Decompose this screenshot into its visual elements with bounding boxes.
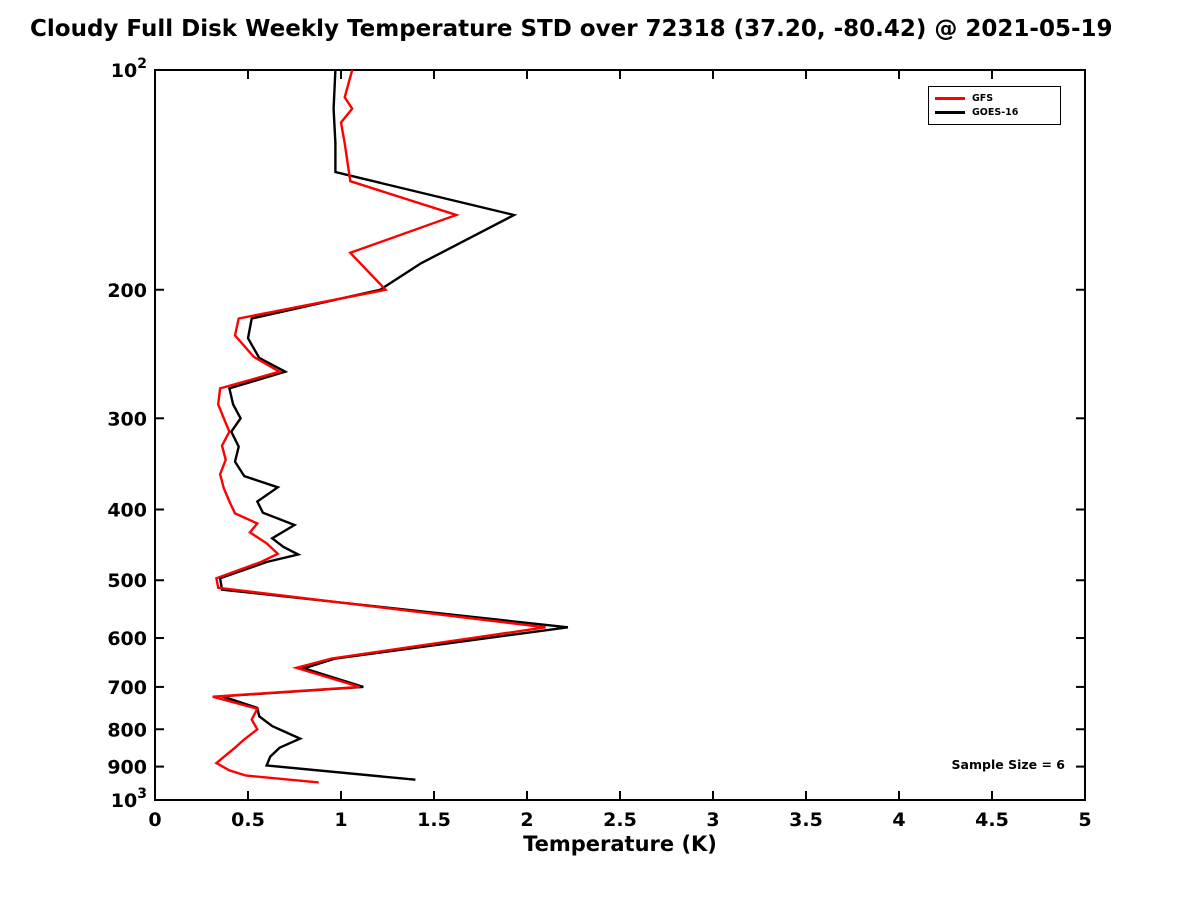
y-tick-label: 800	[107, 719, 147, 741]
y-tick-label: 900	[107, 757, 147, 779]
x-tick-label: 2	[520, 809, 533, 831]
x-tick-label: 3.5	[789, 809, 823, 831]
series-line-gfs	[212, 69, 546, 784]
x-tick-label: 4	[892, 809, 905, 831]
legend-entry-goes-16: GOES-16	[935, 106, 1052, 119]
y-tick-label: 102	[111, 56, 147, 82]
x-tick-label: 5	[1078, 809, 1091, 831]
legend-entry-gfs: GFS	[935, 92, 1052, 105]
y-tick-label: 400	[107, 500, 147, 522]
x-tick-label: 4.5	[975, 809, 1009, 831]
legend-label-goes-16: GOES-16	[972, 107, 1019, 118]
series-line-goes-16	[218, 69, 569, 781]
y-tick-label: 200	[107, 280, 147, 302]
x-tick-label: 3	[706, 809, 719, 831]
y-tick-label: 300	[107, 408, 147, 430]
legend-label-gfs: GFS	[972, 93, 994, 104]
gfs-line-swatch	[935, 97, 965, 100]
goes-16-line-swatch	[935, 111, 965, 114]
y-tick-label: 600	[107, 628, 147, 650]
x-tick-label: 0	[148, 809, 161, 831]
x-tick-label: 1	[334, 809, 347, 831]
x-tick-label: 1.5	[417, 809, 451, 831]
x-tick-label: 0.5	[231, 809, 265, 831]
chart-title: Cloudy Full Disk Weekly Temperature STD …	[30, 16, 1113, 42]
x-tick-label: 2.5	[603, 809, 637, 831]
y-tick-label: 103	[111, 786, 147, 812]
legend: GFS GOES-16	[928, 86, 1061, 125]
y-tick-label: 500	[107, 570, 147, 592]
sample-size-annotation: Sample Size = 6	[951, 757, 1065, 772]
x-axis-label: Temperature (K)	[523, 832, 717, 856]
y-tick-label: 700	[107, 677, 147, 699]
